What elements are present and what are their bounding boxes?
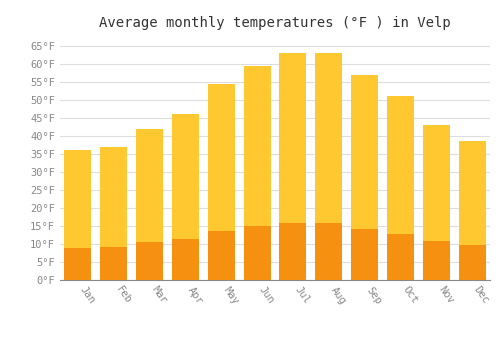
Bar: [100, 247, 127, 280]
Bar: [351, 75, 378, 280]
Bar: [280, 223, 306, 280]
Bar: [208, 231, 234, 280]
Bar: [458, 141, 485, 280]
Bar: [64, 150, 92, 280]
Bar: [316, 53, 342, 280]
Bar: [423, 241, 450, 280]
Bar: [387, 96, 414, 280]
Bar: [136, 242, 163, 280]
Bar: [423, 125, 450, 280]
Bar: [100, 147, 127, 280]
Bar: [316, 223, 342, 280]
Bar: [280, 53, 306, 280]
Bar: [387, 234, 414, 280]
Title: Average monthly temperatures (°F ) in Velp: Average monthly temperatures (°F ) in Ve…: [99, 16, 451, 30]
Bar: [64, 247, 92, 280]
Bar: [244, 66, 270, 280]
Bar: [208, 84, 234, 280]
Bar: [458, 245, 485, 280]
Bar: [244, 226, 270, 280]
Bar: [136, 129, 163, 280]
Bar: [172, 239, 199, 280]
Bar: [172, 114, 199, 280]
Bar: [351, 229, 378, 280]
